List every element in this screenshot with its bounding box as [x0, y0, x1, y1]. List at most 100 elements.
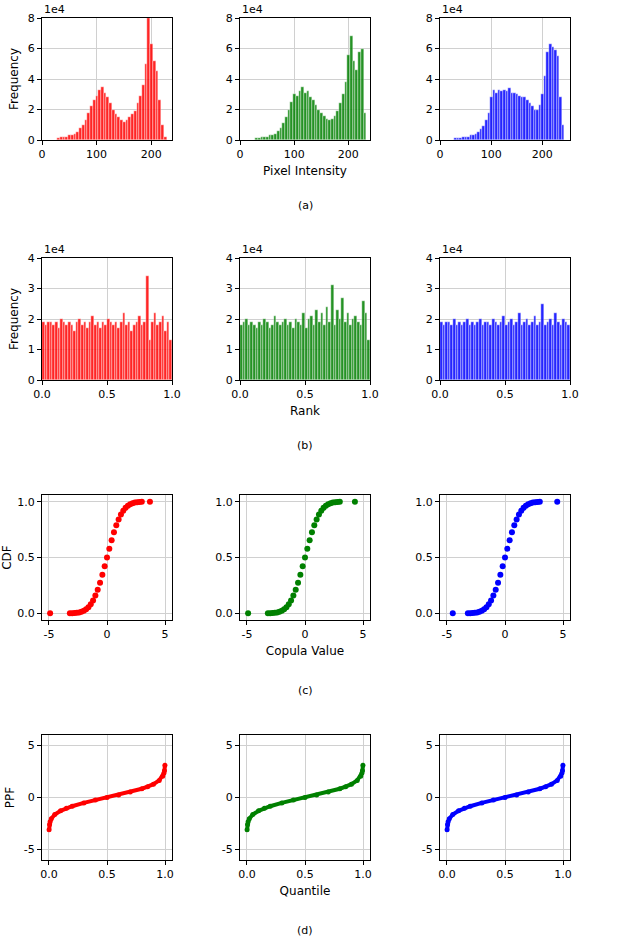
svg-text:100: 100	[86, 148, 107, 161]
svg-text:0: 0	[426, 791, 433, 804]
svg-text:1.0: 1.0	[554, 868, 572, 881]
svg-text:2: 2	[426, 313, 433, 326]
svg-text:4: 4	[426, 73, 433, 86]
svg-text:200: 200	[141, 148, 162, 161]
svg-text:Quantile: Quantile	[280, 884, 331, 898]
svg-text:8: 8	[28, 12, 35, 25]
svg-text:0: 0	[28, 134, 35, 147]
svg-text:0.5: 0.5	[296, 388, 314, 401]
svg-text:0: 0	[237, 148, 244, 161]
svg-text:1e4: 1e4	[44, 3, 65, 16]
svg-text:0: 0	[226, 374, 233, 387]
svg-text:5: 5	[560, 628, 567, 641]
svg-text:0: 0	[426, 134, 433, 147]
svg-text:(b): (b)	[297, 439, 313, 452]
svg-text:4: 4	[226, 252, 233, 265]
svg-text:Frequency: Frequency	[7, 288, 21, 350]
svg-text:2: 2	[28, 103, 35, 116]
svg-text:6: 6	[226, 42, 233, 55]
svg-text:1.0: 1.0	[361, 388, 379, 401]
svg-text:0.0: 0.0	[438, 868, 456, 881]
svg-text:0.5: 0.5	[17, 551, 35, 564]
svg-text:0.5: 0.5	[98, 868, 116, 881]
svg-text:0: 0	[226, 134, 233, 147]
svg-text:3: 3	[426, 282, 433, 295]
svg-text:0: 0	[39, 148, 46, 161]
svg-text:0: 0	[226, 791, 233, 804]
svg-text:5: 5	[226, 739, 233, 752]
svg-text:8: 8	[426, 12, 433, 25]
svg-text:5: 5	[360, 628, 367, 641]
svg-text:200: 200	[532, 148, 553, 161]
svg-text:8: 8	[226, 12, 233, 25]
svg-text:-5: -5	[43, 628, 54, 641]
svg-text:1e4: 1e4	[442, 243, 463, 256]
svg-text:1.0: 1.0	[415, 496, 433, 509]
svg-text:-5: -5	[24, 843, 35, 856]
svg-text:4: 4	[226, 73, 233, 86]
svg-text:0.5: 0.5	[296, 868, 314, 881]
svg-text:5: 5	[28, 739, 35, 752]
svg-text:0.0: 0.0	[33, 388, 51, 401]
svg-text:0.5: 0.5	[98, 388, 116, 401]
svg-text:Frequency: Frequency	[7, 48, 21, 110]
svg-text:0.0: 0.0	[431, 388, 449, 401]
svg-text:Rank: Rank	[290, 404, 320, 418]
svg-text:1.0: 1.0	[354, 868, 372, 881]
svg-text:PPF: PPF	[3, 787, 17, 808]
svg-text:2: 2	[426, 103, 433, 116]
svg-text:2: 2	[28, 313, 35, 326]
svg-text:4: 4	[28, 252, 35, 265]
svg-text:6: 6	[28, 42, 35, 55]
svg-text:(c): (c)	[298, 684, 313, 697]
svg-text:2: 2	[226, 103, 233, 116]
svg-text:1.0: 1.0	[17, 496, 35, 509]
svg-text:1: 1	[28, 343, 35, 356]
svg-text:1e4: 1e4	[242, 243, 263, 256]
svg-text:0.5: 0.5	[415, 551, 433, 564]
svg-text:4: 4	[28, 73, 35, 86]
svg-text:0.0: 0.0	[215, 607, 233, 620]
svg-text:200: 200	[338, 148, 359, 161]
svg-text:0.5: 0.5	[496, 868, 514, 881]
svg-text:1.0: 1.0	[215, 496, 233, 509]
svg-text:6: 6	[426, 42, 433, 55]
svg-text:5: 5	[162, 628, 169, 641]
svg-text:1: 1	[226, 343, 233, 356]
svg-text:CDF: CDF	[0, 545, 14, 570]
svg-text:-5: -5	[222, 843, 233, 856]
svg-text:1.0: 1.0	[156, 868, 174, 881]
svg-text:2: 2	[226, 313, 233, 326]
svg-text:-5: -5	[241, 628, 252, 641]
svg-text:0: 0	[426, 374, 433, 387]
svg-text:(a): (a)	[298, 199, 313, 212]
svg-text:100: 100	[284, 148, 305, 161]
svg-text:0: 0	[302, 628, 309, 641]
svg-text:1e4: 1e4	[242, 3, 263, 16]
svg-text:1: 1	[426, 343, 433, 356]
svg-text:0.0: 0.0	[17, 607, 35, 620]
svg-text:0.5: 0.5	[215, 551, 233, 564]
svg-text:0.0: 0.0	[231, 388, 249, 401]
svg-text:1e4: 1e4	[44, 243, 65, 256]
svg-text:Pixel Intensity: Pixel Intensity	[263, 164, 347, 178]
svg-text:-5: -5	[422, 843, 433, 856]
svg-text:(d): (d)	[297, 924, 313, 937]
svg-text:0: 0	[502, 628, 509, 641]
svg-text:4: 4	[426, 252, 433, 265]
svg-text:0.0: 0.0	[415, 607, 433, 620]
svg-text:0: 0	[28, 791, 35, 804]
svg-text:3: 3	[28, 282, 35, 295]
svg-text:0: 0	[28, 374, 35, 387]
svg-text:0.0: 0.0	[40, 868, 58, 881]
svg-text:1.0: 1.0	[561, 388, 579, 401]
svg-text:1e4: 1e4	[442, 3, 463, 16]
svg-text:1.0: 1.0	[163, 388, 181, 401]
svg-text:Copula Value: Copula Value	[266, 644, 344, 658]
svg-text:0.0: 0.0	[238, 868, 256, 881]
svg-text:0.5: 0.5	[496, 388, 514, 401]
svg-text:5: 5	[426, 739, 433, 752]
svg-text:0: 0	[104, 628, 111, 641]
svg-text:0: 0	[437, 148, 444, 161]
svg-text:-5: -5	[441, 628, 452, 641]
